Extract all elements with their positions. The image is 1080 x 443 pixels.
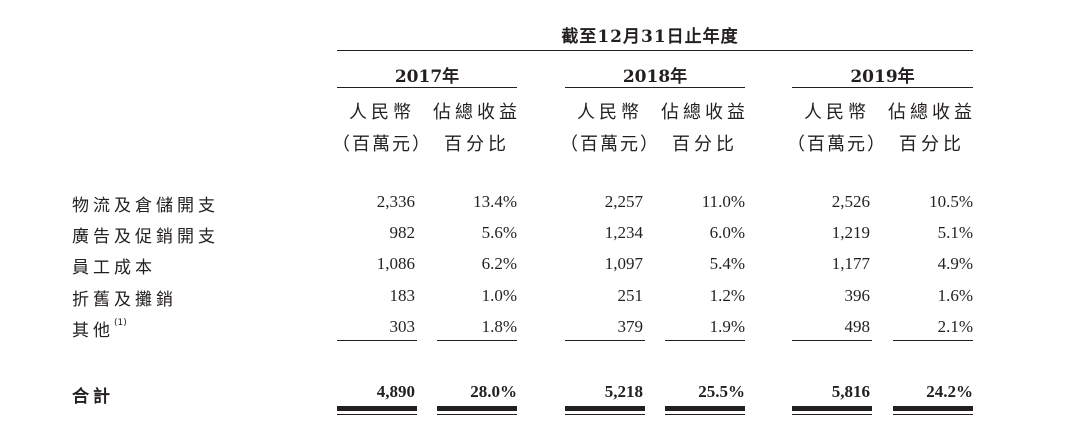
table-cell: 11.0% [701,192,745,211]
table-cell: 2.1% [937,317,973,336]
table-cell: 183 [389,286,416,305]
total-rule-thick [565,406,645,411]
row-label-depreciation: 折舊及攤銷 [72,290,177,310]
subtotal-rule [437,340,517,341]
table-cell: 1.8% [481,317,517,336]
table-cell: 5.1% [937,223,973,242]
table-cell: 379 [617,317,644,336]
total-rule-thin [792,414,872,415]
year-header-2019: 2019年 [850,67,915,87]
row-label-advertising: 廣告及促銷開支 [72,227,219,247]
table-cell: 982 [389,223,416,242]
year-rule-2017 [337,87,517,88]
col-header-pct-2017: 佔總收益 [433,102,521,123]
table-cell: 1.9% [709,317,745,336]
table-cell: 1.2% [709,286,745,305]
total-cell: 4,890 [376,382,415,401]
table-cell: 303 [389,317,416,336]
year-rule-2019 [792,87,973,88]
table-cell: 1,219 [831,223,870,242]
col-header-amount-2017: 人民幣 [349,102,415,123]
row-label-staff-costs: 員工成本 [72,258,156,278]
col-header-amount-unit-2018: （百萬元） [560,134,660,155]
title-rule [337,50,973,51]
row-label-others: 其他(1) [72,316,127,341]
row-label-logistics: 物流及倉儲開支 [72,196,219,216]
table-cell: 13.4% [473,192,517,211]
total-label: 合計 [72,387,114,407]
table-cell: 2,257 [604,192,643,211]
table-cell: 1,097 [604,254,643,273]
total-cell: 5,816 [831,382,870,401]
table-cell: 498 [844,317,871,336]
table-cell: 1,177 [831,254,870,273]
table-cell: 1.0% [481,286,517,305]
total-rule-thin [565,414,645,415]
table-cell: 1.6% [937,286,973,305]
total-rule-thick [893,406,973,411]
col-header-amount-unit-2019: （百萬元） [787,134,887,155]
subtotal-rule [565,340,645,341]
total-rule-thick [665,406,745,411]
table-cell: 2,336 [376,192,415,211]
subtotal-rule [665,340,745,341]
total-rule-thick [792,406,872,411]
table-cell: 5.6% [481,223,517,242]
col-header-amount-unit-2017: （百萬元） [332,134,432,155]
total-cell: 5,218 [604,382,643,401]
total-rule-thin [337,414,417,415]
table-cell: 6.2% [481,254,517,273]
row-label-others-text: 其他 [72,321,114,341]
total-rule-thin [893,414,973,415]
total-rule-thick [337,406,417,411]
table-cell: 6.0% [709,223,745,242]
table-cell: 251 [617,286,644,305]
year-header-2017: 2017年 [394,67,460,87]
col-header-amount-2018: 人民幣 [577,102,643,123]
table-title: 截至12月31日止年度 [561,27,739,47]
table-cell: 5.4% [709,254,745,273]
subtotal-rule [337,340,417,341]
total-cell: 28.0% [470,382,517,401]
total-rule-thin [665,414,745,415]
table-cell: 2,526 [831,192,870,211]
footnote-marker: (1) [114,318,127,328]
year-header-2018: 2018年 [622,67,688,87]
table-cell: 10.5% [929,192,973,211]
col-header-pct-unit-2018: 百分比 [672,134,738,155]
subtotal-rule [893,340,973,341]
total-rule-thick [437,406,517,411]
col-header-pct-unit-2019: 百分比 [899,134,965,155]
col-header-amount-2019: 人民幣 [804,102,870,123]
year-rule-2018 [565,87,745,88]
total-cell: 25.5% [698,382,745,401]
col-header-pct-2018: 佔總收益 [661,102,749,123]
table-cell: 4.9% [937,254,973,273]
total-cell: 24.2% [926,382,973,401]
table-cell: 1,086 [376,254,415,273]
subtotal-rule [792,340,872,341]
col-header-pct-unit-2017: 百分比 [444,134,510,155]
total-rule-thin [437,414,517,415]
table-cell: 396 [844,286,871,305]
col-header-pct-2019: 佔總收益 [888,102,976,123]
table-cell: 1,234 [604,223,643,242]
